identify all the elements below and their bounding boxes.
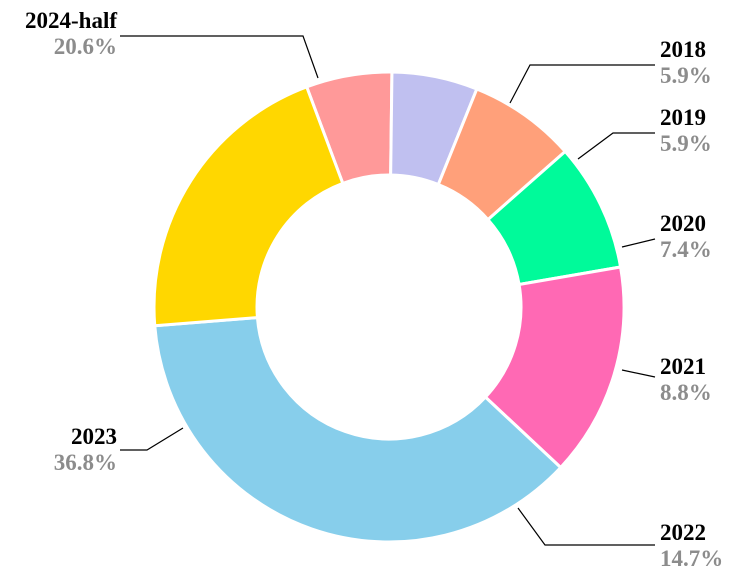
slice-value-2022: 14.7% [660, 546, 723, 571]
slice-value-2020: 7.4% [660, 237, 712, 262]
leader-line-2020 [621, 238, 656, 248]
leader-lines [120, 35, 656, 546]
slice-label-2024-half: 2024-half [25, 8, 117, 33]
slice-label-2022: 2022 [660, 520, 706, 545]
slice-value-2019: 5.9% [660, 131, 712, 156]
leader-line-2023 [120, 427, 184, 451]
leader-line-2018 [509, 64, 655, 104]
slice-label-2021: 2021 [660, 354, 706, 379]
leader-line-2021 [621, 369, 656, 378]
slice-label-2020: 2020 [660, 211, 706, 236]
slice-labels: 20185.9%20195.9%20207.4%20218.8%202214.7… [25, 8, 723, 571]
slice-2024-half [152, 84, 345, 328]
donut-slices [152, 70, 626, 544]
leader-line-2022 [517, 507, 655, 546]
slice-label-2018: 2018 [660, 37, 706, 62]
leader-line-2024-half [120, 35, 319, 79]
slice-label-2019: 2019 [660, 105, 706, 130]
slice-2023 [153, 315, 563, 544]
slice-value-2021: 8.8% [660, 380, 712, 405]
slice-value-2023: 36.8% [54, 450, 117, 475]
slice-value-2024-half: 20.6% [54, 34, 117, 59]
slice-value-2018: 5.9% [660, 63, 712, 88]
leader-line-2019 [577, 132, 655, 160]
slice-label-2023: 2023 [71, 424, 117, 449]
